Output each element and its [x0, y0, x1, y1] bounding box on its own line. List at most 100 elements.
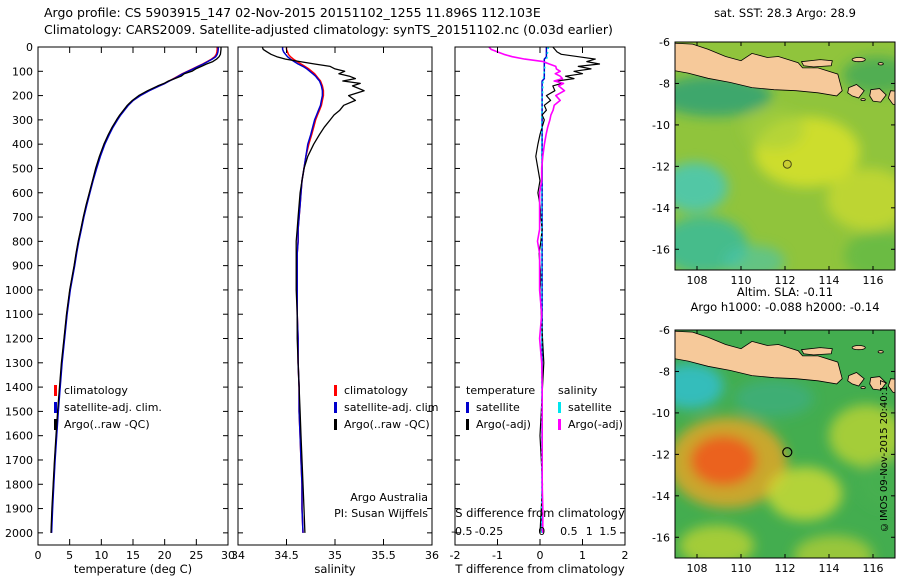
legend-label-t-argo-adj: Argo(-adj)	[476, 418, 531, 431]
legend-label-argo-raw: Argo(..raw -QC)	[344, 418, 430, 431]
svg-text:1900: 1900	[5, 503, 33, 516]
svg-text:2000: 2000	[5, 527, 33, 540]
salinity-legend: climatology satellite-adj. clim Argo(..r…	[334, 382, 438, 433]
t-diff-axis-label: T difference from climatology	[455, 562, 625, 576]
svg-text:108: 108	[687, 562, 708, 575]
legend-label-satellite-adj-clim: satellite-adj. clim	[344, 401, 439, 414]
svg-text:1400: 1400	[5, 381, 33, 394]
legend-label-climatology: climatology	[344, 384, 408, 397]
svg-text:1800: 1800	[5, 478, 33, 491]
copyright-watermark: ©IMOS 09-Nov-2015 20:40:17	[879, 379, 890, 532]
climatology-line-swatch	[54, 385, 57, 396]
svg-text:114: 114	[819, 274, 840, 287]
svg-text:5: 5	[66, 549, 73, 562]
svg-text:-1: -1	[492, 549, 503, 562]
legend-label-climatology: climatology	[64, 384, 128, 397]
svg-text:-12: -12	[652, 448, 670, 461]
svg-text:1700: 1700	[5, 454, 33, 467]
svg-text:900: 900	[12, 260, 33, 273]
legend-label-s-satellite: satellite	[568, 401, 612, 414]
diff-legend-temperature-title: temperature	[466, 384, 536, 397]
legend-item-satellite-adj-clim: satellite-adj. clim	[334, 399, 438, 416]
temperature-axis-label: temperature (deg C)	[73, 562, 193, 576]
satellite-clim-line-swatch	[54, 402, 57, 413]
figure-title-line1: Argo profile: CS 5903915_147 02-Nov-2015…	[44, 5, 541, 20]
legend-item-s-argo-adj: Argo(-adj)	[558, 416, 623, 433]
sla-map-title-line1: Altim. SLA: -0.11	[736, 285, 834, 299]
legend-label-t-satellite: satellite	[476, 401, 520, 414]
svg-text:0: 0	[537, 549, 544, 562]
legend-label-satellite-adj-clim: satellite-adj. clim.	[64, 401, 162, 414]
svg-text:1000: 1000	[5, 284, 33, 297]
figure-header: Argo profile: CS 5903915_147 02-Nov-2015…	[44, 4, 613, 38]
svg-text:1100: 1100	[5, 308, 33, 321]
svg-text:800: 800	[12, 235, 33, 248]
svg-text:-8: -8	[659, 365, 670, 378]
svg-text:112: 112	[775, 562, 796, 575]
svg-text:100: 100	[12, 65, 33, 78]
satellite-clim-line-swatch	[334, 402, 337, 413]
legend-item-s-satellite: satellite	[558, 399, 623, 416]
svg-text:15: 15	[126, 549, 140, 562]
diff-legend-salinity: salinity satellite Argo(-adj)	[558, 382, 623, 433]
legend-item-t-satellite: satellite	[466, 399, 535, 416]
legend-item-argo-raw: Argo(..raw -QC)	[334, 416, 438, 433]
svg-text:-10: -10	[652, 119, 670, 132]
credit-pi: PI: Susan Wijffels	[334, 507, 428, 520]
svg-text:-0.25: -0.25	[475, 525, 503, 538]
svg-text:116: 116	[863, 562, 884, 575]
svg-text:-0.5: -0.5	[451, 525, 472, 538]
t-argo-adj-line-swatch	[466, 419, 469, 430]
svg-text:-8: -8	[659, 77, 670, 90]
svg-text:-12: -12	[652, 160, 670, 173]
legend-label-s-argo-adj: Argo(-adj)	[568, 418, 623, 431]
s-diff-axis-label: S difference from climatology	[455, 506, 625, 520]
svg-text:0: 0	[35, 549, 42, 562]
sst-map-title: sat. SST: 28.3 Argo: 28.9	[714, 6, 856, 20]
svg-text:-6: -6	[659, 324, 670, 337]
credit-org: Argo Australia	[350, 491, 428, 504]
svg-text:-14: -14	[652, 490, 670, 503]
svg-text:1: 1	[579, 549, 586, 562]
svg-text:112: 112	[775, 274, 796, 287]
legend-item-climatology: climatology	[334, 382, 438, 399]
climatology-line-swatch	[334, 385, 337, 396]
s-satellite-line-swatch	[558, 402, 561, 413]
credit-block: Argo Australia PI: Susan Wijffels	[286, 490, 428, 522]
svg-text:600: 600	[12, 187, 33, 200]
svg-text:2: 2	[622, 549, 629, 562]
argo-line-swatch	[54, 419, 57, 430]
svg-text:36: 36	[425, 549, 439, 562]
svg-text:300: 300	[12, 114, 33, 127]
temperature-legend: climatology satellite-adj. clim. Argo(..…	[54, 382, 162, 433]
salinity-axis-label: salinity	[314, 562, 356, 576]
svg-text:114: 114	[819, 562, 840, 575]
legend-item-argo-raw: Argo(..raw -QC)	[54, 416, 162, 433]
sla-map-title-line2: Argo h1000: -0.088 h2000: -0.14	[690, 300, 880, 314]
svg-text:-14: -14	[652, 202, 670, 215]
figure-title-line2: Climatology: CARS2009. Satellite-adjuste…	[44, 22, 613, 37]
svg-text:500: 500	[12, 162, 33, 175]
svg-text:116: 116	[863, 274, 884, 287]
svg-text:110: 110	[731, 562, 752, 575]
svg-text:-2: -2	[450, 549, 461, 562]
diff-legend-temperature: temperature satellite Argo(-adj)	[466, 382, 535, 433]
svg-text:1500: 1500	[5, 405, 33, 418]
svg-text:200: 200	[12, 90, 33, 103]
svg-text:700: 700	[12, 211, 33, 224]
svg-text:108: 108	[687, 274, 708, 287]
legend-item-satellite-adj-clim: satellite-adj. clim.	[54, 399, 162, 416]
svg-text:1200: 1200	[5, 333, 33, 346]
svg-text:30: 30	[221, 549, 235, 562]
svg-text:-16: -16	[652, 531, 670, 544]
svg-text:0.5: 0.5	[560, 525, 578, 538]
svg-text:0: 0	[538, 525, 545, 538]
svg-text:400: 400	[12, 138, 33, 151]
svg-text:34: 34	[231, 549, 245, 562]
legend-label-argo-raw: Argo(..raw -QC)	[64, 418, 150, 431]
legend-item-t-argo-adj: Argo(-adj)	[466, 416, 535, 433]
svg-text:35: 35	[328, 549, 342, 562]
svg-text:35.5: 35.5	[371, 549, 396, 562]
svg-text:1300: 1300	[5, 357, 33, 370]
